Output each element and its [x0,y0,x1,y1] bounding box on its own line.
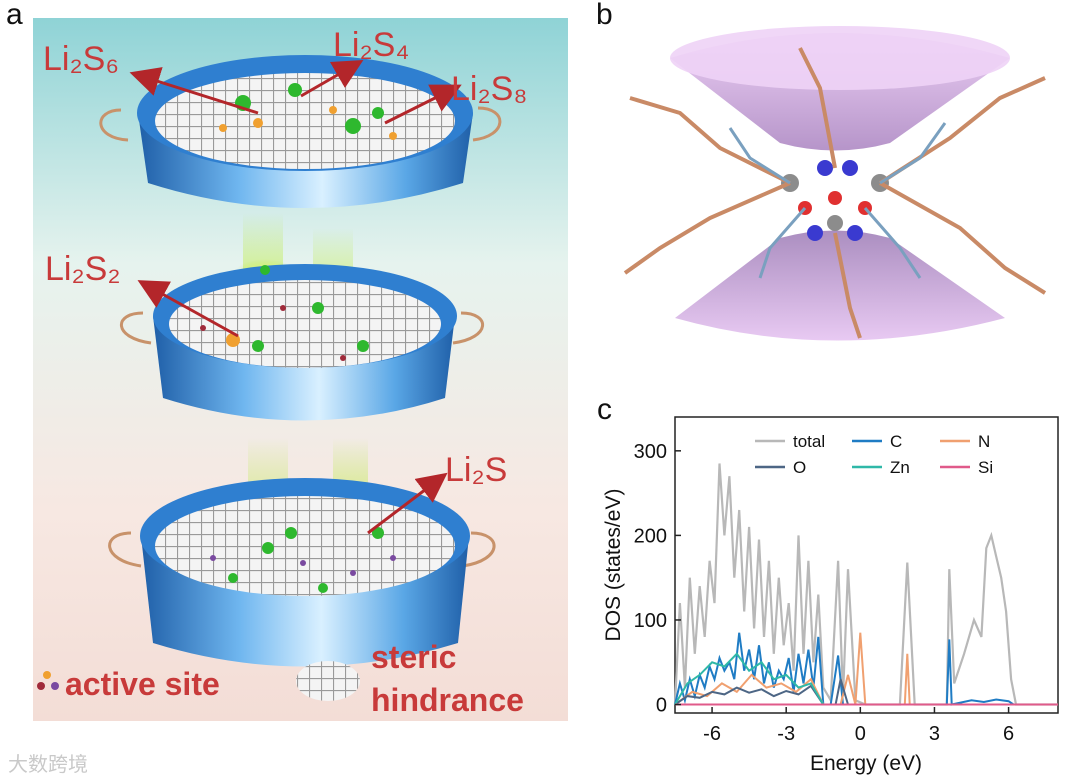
x-tick-label: -3 [777,723,795,745]
panel-c-dos-chart: -6 -3 0 3 6 0 100 200 300 Energy (eV) DOS (state… [590,395,1070,775]
chart-legend: total C N O Zn Si [755,432,993,477]
label-li2s: Li₂S [445,451,507,489]
series-line-total [673,463,1058,706]
legend-label-o: O [793,458,806,477]
arrow-li2s [367,472,448,535]
lower-cone [675,230,1005,341]
legend-label-zn: Zn [890,458,910,477]
legend-label-c: C [890,432,902,451]
arrow-li2s8 [384,84,462,125]
label-li2s6: Li₂S₆ [43,40,119,78]
arrow-li2s4 [300,60,364,98]
x-tick-label: 6 [1003,723,1014,745]
sieve-tray-middle [120,264,484,421]
panel-label-a: a [6,0,23,31]
panel-b-structure [600,18,1070,363]
y-axis-label: DOS (states/eV) [602,489,625,642]
label-li2s4: Li₂S₄ [333,26,409,64]
series-line-o [674,678,1058,706]
organic-linkers [623,47,1047,339]
label-li2s8: Li₂S₈ [451,70,527,108]
y-tick-label: 300 [634,441,667,463]
legend-mesh-icon [296,661,360,701]
dos-chart-svg: -6 -3 0 3 6 0 100 200 300 Energy (eV) DOS (state… [602,416,1059,775]
cage-core [781,160,889,241]
series-line-c [674,632,1058,706]
legend-steric-line1: steric [371,639,456,675]
series-line-zn [674,652,1058,706]
panel-a-schematic: Li₂S₆ Li₂S₄ Li₂S₈ Li₂S₂ Li₂S active site… [33,18,568,721]
y-tick-label: 200 [634,525,667,547]
watermark-text: 大数跨境 [8,752,88,776]
legend-active-site: active site [65,666,220,702]
x-tick-label: 0 [855,723,866,745]
arrow-li2s2 [137,280,239,338]
panel-label-c: c [597,393,612,426]
legend-label-n: N [978,432,990,451]
legend-active-site-icon [37,671,59,690]
molecular-cage-figure [623,26,1047,341]
x-tick-label: 3 [929,723,940,745]
sieve-tray-bottom [108,478,496,667]
y-tick-label: 100 [634,610,667,632]
panel-label-b: b [596,0,613,31]
series-line-n [674,632,1058,706]
x-axis-label: Energy (eV) [810,752,922,775]
plot-frame [674,416,1059,714]
sieve-schematic-figure: Li₂S₆ Li₂S₄ Li₂S₈ Li₂S₂ Li₂S active site… [33,18,568,721]
legend-steric-line2: hindrance [371,682,524,718]
arrow-li2s6 [129,67,259,115]
label-li2s2: Li₂S₂ [45,250,121,288]
x-tick-label: -6 [703,723,721,745]
legend-label-si: Si [978,458,993,477]
sieve-tray-top [99,55,502,208]
legend-label-total: total [793,432,825,451]
y-tick-label: 0 [656,695,667,717]
